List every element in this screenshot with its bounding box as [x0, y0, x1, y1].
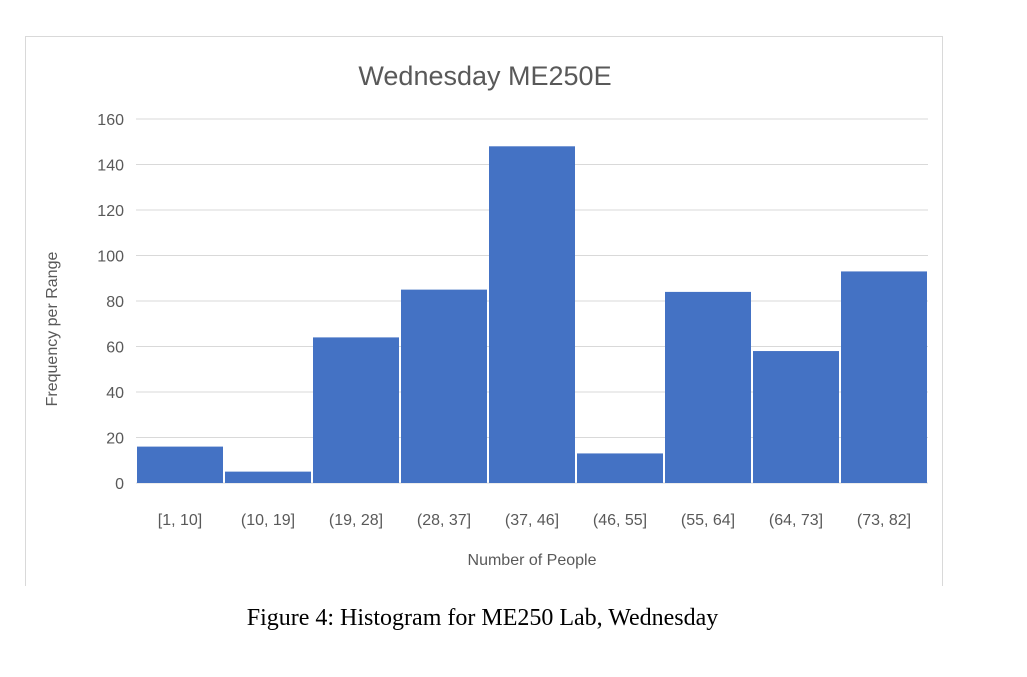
x-tick-label: (19, 28]	[329, 512, 383, 529]
x-tick-label: (46, 55]	[593, 512, 647, 529]
bar-1	[137, 446, 223, 483]
x-axis-ticks: [1, 10] (10, 19] (19, 28] (28, 37] (37, 46] (…	[158, 512, 911, 529]
y-axis-ticks: 0 20 40 60 80 100 120 140 160	[97, 112, 124, 493]
y-tick-label: 0	[115, 476, 124, 493]
bar-2	[225, 471, 311, 483]
bar-5	[489, 146, 575, 484]
y-tick-label: 120	[97, 203, 124, 220]
chart-frame: Wednesday ME250E 0 20 40 60 80 100 120 140 160 […	[25, 36, 943, 586]
x-tick-label: [1, 10]	[158, 512, 202, 529]
histogram-chart: Wednesday ME250E 0 20 40 60 80 100 120 140 160 […	[44, 61, 928, 569]
bar-9	[841, 271, 927, 483]
y-tick-label: 160	[97, 112, 124, 129]
x-tick-label: (37, 46]	[505, 512, 559, 529]
x-axis-title: Number of People	[468, 552, 597, 569]
x-tick-label: (10, 19]	[241, 512, 295, 529]
y-tick-label: 140	[97, 158, 124, 175]
x-tick-label: (64, 73]	[769, 512, 823, 529]
bar-7	[665, 291, 751, 483]
y-tick-label: 40	[106, 385, 124, 402]
bar-6	[577, 453, 663, 483]
bar-8	[753, 351, 839, 483]
bars	[137, 146, 927, 484]
x-tick-label: (55, 64]	[681, 512, 735, 529]
bar-3	[313, 337, 399, 483]
x-tick-label: (28, 37]	[417, 512, 471, 529]
y-tick-label: 100	[97, 249, 124, 266]
y-tick-label: 20	[106, 431, 124, 448]
y-tick-label: 60	[106, 340, 124, 357]
figure-caption: Figure 4: Histogram for ME250 Lab, Wedne…	[246, 605, 719, 631]
y-axis-title: Frequency per Range	[44, 252, 61, 407]
chart-title: Wednesday ME250E	[358, 61, 611, 91]
bar-4	[401, 289, 487, 483]
y-tick-label: 80	[106, 294, 124, 311]
x-tick-label: (73, 82]	[857, 512, 911, 529]
